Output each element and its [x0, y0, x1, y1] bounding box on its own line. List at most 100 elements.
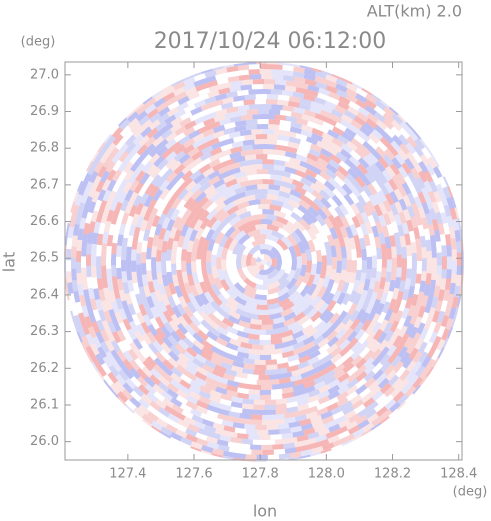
- radar-cell: [454, 207, 460, 221]
- radar-cell: [155, 260, 162, 273]
- radar-cell: [160, 325, 172, 339]
- radar-cell: [289, 189, 303, 199]
- radar-cell: [299, 423, 313, 432]
- radar-cell: [265, 139, 279, 145]
- radar-cell: [292, 440, 306, 448]
- radar-cell: [362, 370, 376, 383]
- radar-cell: [149, 424, 162, 434]
- radar-cell: [399, 333, 410, 347]
- radar-cell: [148, 145, 162, 158]
- radar-cell: [84, 179, 95, 194]
- radar-cell: [166, 217, 176, 232]
- radar-cell: [115, 357, 127, 371]
- radar-cell: [399, 382, 412, 396]
- radar-cell: [332, 188, 345, 201]
- radar-cell: [364, 331, 376, 345]
- radar-cell: [149, 305, 160, 319]
- radar-cell: [245, 204, 259, 212]
- radar-cell: [414, 138, 427, 152]
- radar-cell: [214, 194, 228, 206]
- radar-cell: [128, 170, 140, 184]
- radar-cell: [456, 295, 462, 309]
- radar-cell: [146, 235, 154, 249]
- radar-cell: [91, 242, 98, 256]
- radar-cell: [184, 394, 199, 405]
- radar-cell: [411, 253, 418, 266]
- radar-cell: [250, 439, 264, 445]
- radar-cell: [315, 162, 329, 174]
- radar-cell: [223, 368, 238, 377]
- radar-cell: [102, 154, 114, 169]
- radar-cell: [145, 403, 159, 416]
- radar-cell: [284, 338, 298, 348]
- radar-cell: [100, 361, 112, 375]
- radar-cell: [186, 273, 195, 287]
- radar-cell: [349, 318, 361, 332]
- radar-cell: [262, 178, 275, 185]
- radar-cell: [322, 311, 335, 325]
- radar-cell: [252, 249, 262, 259]
- radar-cell: [374, 99, 388, 112]
- radar-cell: [449, 207, 458, 222]
- radar-cell: [253, 364, 267, 371]
- radar-cell: [131, 405, 145, 418]
- radar-cell: [329, 444, 343, 451]
- radar-cell: [198, 310, 211, 323]
- radar-cell: [90, 208, 99, 223]
- radar-cell: [404, 323, 415, 337]
- radar-cell: [296, 349, 311, 359]
- radar-cell: [186, 239, 195, 253]
- radar-cell: [320, 442, 335, 452]
- radar-cell: [105, 159, 117, 173]
- radar-cell: [193, 352, 207, 364]
- radar-cell: [250, 164, 264, 170]
- radar-cell: [398, 299, 407, 314]
- radar-cell: [147, 197, 158, 211]
- radar-cell: [123, 159, 135, 174]
- radar-cell: [137, 302, 148, 317]
- radar-cell: [110, 211, 120, 225]
- radar-cell: [265, 328, 278, 335]
- radar-cell: [368, 132, 382, 146]
- radar-cell: [202, 166, 216, 178]
- radar-cell: [347, 303, 358, 317]
- radar-cell: [310, 419, 324, 429]
- radar-cell: [202, 238, 211, 252]
- radar-cell: [341, 78, 355, 86]
- radar-cell: [80, 333, 91, 348]
- radar-cell: [70, 199, 76, 213]
- radar-cell: [330, 245, 337, 258]
- radar-cell: [437, 222, 446, 237]
- radar-cell: [310, 132, 325, 143]
- radar-cell: [399, 235, 407, 249]
- radar-cell: [229, 406, 243, 414]
- radar-cell: [121, 366, 134, 380]
- radar-cell: [368, 277, 376, 291]
- radar-cell: [97, 140, 107, 153]
- radar-cell: [387, 401, 401, 414]
- radar-cell: [323, 186, 336, 199]
- radar-cell: [221, 101, 235, 110]
- radar-cell: [211, 242, 220, 256]
- radar-cell: [203, 358, 217, 370]
- radar-cell: [382, 200, 393, 214]
- radar-cell: [333, 237, 342, 251]
- radar-cell: [450, 316, 457, 330]
- radar-cell: [297, 454, 311, 460]
- radar-cell: [355, 246, 362, 259]
- radar-cell: [282, 317, 296, 327]
- radar-cell: [380, 394, 394, 407]
- radar-cell: [255, 429, 269, 435]
- radar-cell: [402, 315, 413, 329]
- radar-cell: [115, 389, 129, 403]
- radar-cell: [69, 308, 76, 322]
- radar-cell: [397, 166, 409, 180]
- radar-cell: [96, 231, 104, 246]
- radar-cell: [229, 115, 244, 123]
- radar-cell: [437, 176, 448, 191]
- radar-cell: [161, 358, 175, 371]
- radar-cell: [250, 344, 264, 350]
- radar-cell: [125, 133, 138, 147]
- radar-cell: [383, 398, 397, 412]
- radar-cell: [93, 219, 102, 234]
